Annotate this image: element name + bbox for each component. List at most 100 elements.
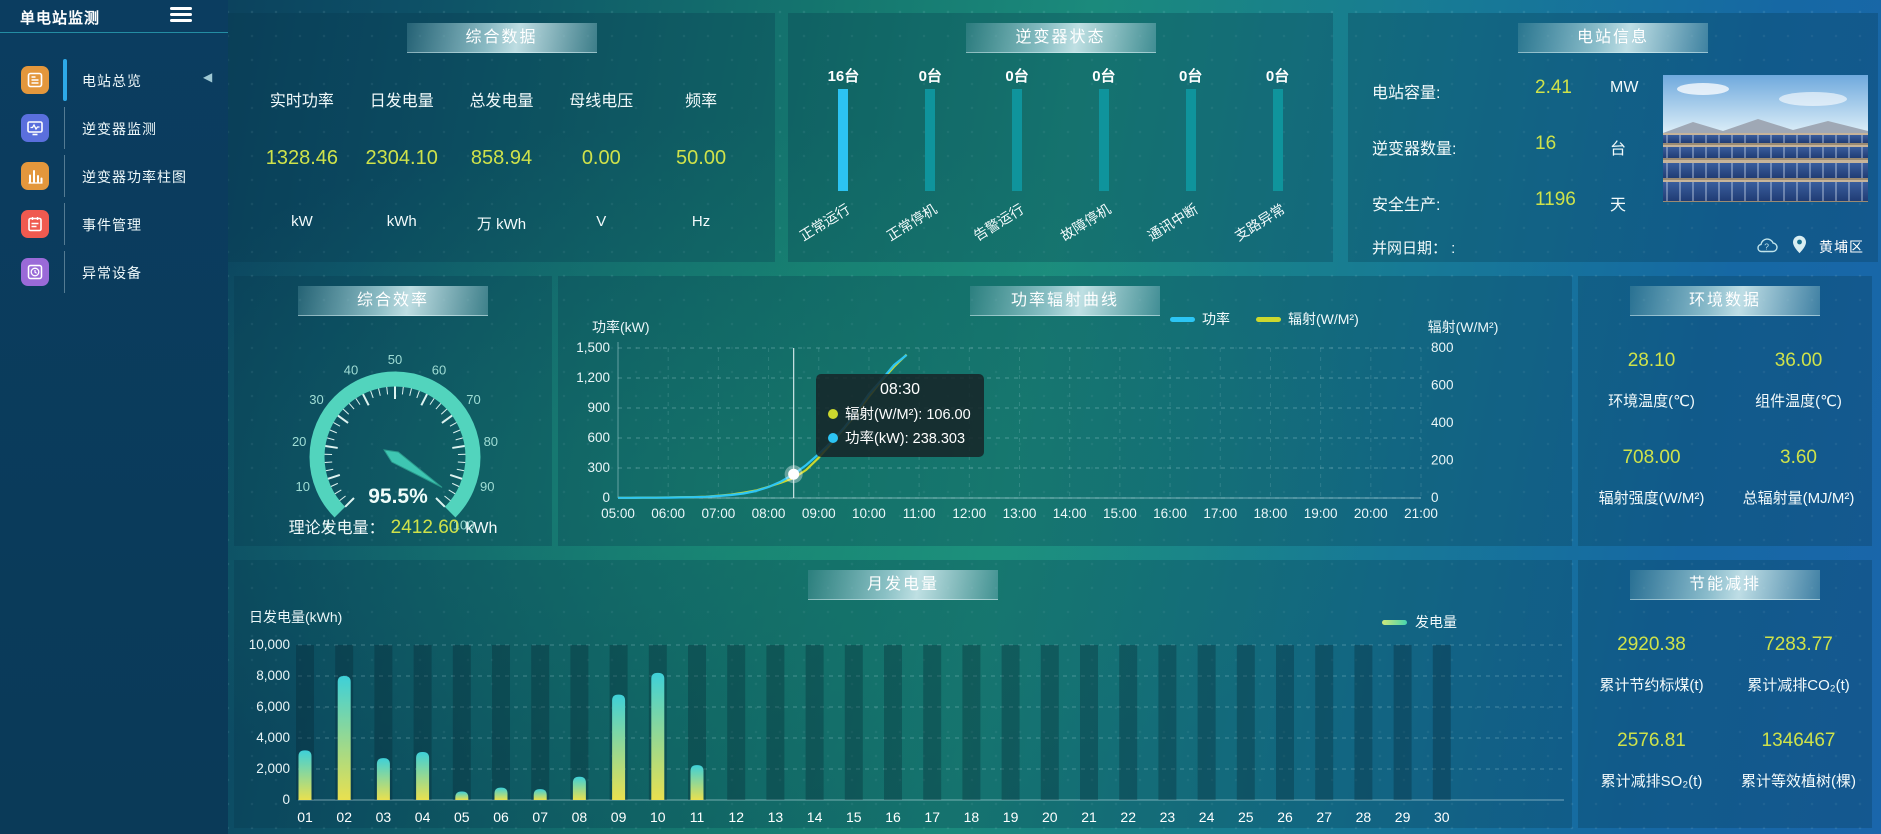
svg-text:19: 19 bbox=[1003, 809, 1019, 825]
svg-text:?: ? bbox=[1764, 241, 1769, 251]
environment-metrics: 28.10 环境温度(℃) 36.00 组件温度(℃) 708.00 辐射强度(W/M²)… bbox=[1578, 332, 1872, 526]
metric-value: 2304.10 bbox=[365, 147, 438, 169]
svg-text:0: 0 bbox=[282, 792, 290, 807]
svg-text:0: 0 bbox=[1431, 490, 1439, 505]
inverter-status-bar bbox=[1012, 89, 1023, 191]
savings-metric: 2576.81 累计减排SO₂(t) bbox=[1578, 730, 1725, 791]
svg-text:900: 900 bbox=[587, 400, 610, 415]
metric-value: 2920.38 bbox=[1617, 633, 1686, 655]
svg-text:08: 08 bbox=[572, 809, 588, 825]
svg-text:15:00: 15:00 bbox=[1103, 506, 1137, 521]
svg-text:16: 16 bbox=[885, 809, 901, 825]
inverter-status-chart: 16台 正常运行 0台 正常停机 0台 告警运行 0台 故障停机 0台 通讯中断 0台 支路异常 bbox=[797, 53, 1321, 262]
theory-generation: 理论发电量： 2412.60 kWh bbox=[234, 514, 552, 539]
panel-environment-data: 环境数据 28.10 环境温度(℃) 36.00 组件温度(℃) 708.00 辐射强度(… bbox=[1578, 276, 1872, 546]
sidebar-item-inverter-power-bars[interactable]: 逆变器功率柱图 bbox=[0, 152, 228, 200]
panel-title-environment: 环境数据 bbox=[1630, 286, 1820, 316]
summary-metric: 实时功率 1328.46 kW bbox=[252, 71, 352, 252]
station-row-value: 16 bbox=[1535, 133, 1557, 154]
svg-text:600: 600 bbox=[1431, 378, 1454, 393]
svg-text:30: 30 bbox=[1434, 809, 1450, 825]
station-row-label: 逆变器数量: bbox=[1372, 141, 1457, 158]
inverter-status-label: 通讯中断 bbox=[1144, 200, 1201, 244]
environment-metric: 36.00 组件温度(℃) bbox=[1725, 350, 1872, 411]
svg-text:27: 27 bbox=[1316, 809, 1332, 825]
environment-metric: 3.60 总辐射量(MJ/M²) bbox=[1725, 447, 1872, 508]
svg-text:07:00: 07:00 bbox=[701, 506, 735, 521]
sidebar-item-inverter-monitor[interactable]: 逆变器监测 bbox=[0, 104, 228, 152]
svg-text:21:00: 21:00 bbox=[1404, 506, 1438, 521]
svg-text:20: 20 bbox=[292, 434, 306, 449]
svg-text:0: 0 bbox=[323, 518, 330, 533]
station-info-row: 电站容量: 2.41 MW bbox=[1372, 65, 1662, 121]
inverter-power-bars-icon bbox=[21, 162, 49, 190]
inverter-count: 0台 bbox=[1179, 68, 1203, 85]
hamburger-menu-icon[interactable] bbox=[170, 7, 192, 24]
svg-text:300: 300 bbox=[587, 460, 610, 475]
metric-label: 环境温度(℃) bbox=[1608, 393, 1695, 410]
metric-label: 辐射强度(W/M²) bbox=[1598, 490, 1705, 507]
inverter-status-label: 故障停机 bbox=[1057, 200, 1114, 244]
sidebar-item-label: 逆变器监测 bbox=[82, 121, 157, 137]
metric-value: 36.00 bbox=[1774, 350, 1823, 371]
metric-value: 28.10 bbox=[1627, 350, 1676, 371]
svg-text:28: 28 bbox=[1356, 809, 1372, 825]
station-row-unit: 天 bbox=[1610, 197, 1627, 214]
panel-title-inverter-status: 逆变器状态 bbox=[965, 23, 1156, 53]
sidebar-item-overview[interactable]: 电站总览 bbox=[0, 56, 228, 104]
location-pin-icon[interactable] bbox=[1792, 235, 1807, 259]
panel-summary-data: 综合数据 实时功率 1328.46 kW 日发电量 2304.10 kWh 总发电量 858.… bbox=[228, 13, 775, 262]
svg-text:01: 01 bbox=[297, 809, 313, 825]
monthly-legend[interactable]: 发电量 bbox=[1382, 612, 1457, 632]
chart-tooltip: 08:30 辐射(W/M²): 106.00 功率(kW): 238.303 bbox=[816, 374, 984, 457]
svg-text:1,200: 1,200 bbox=[576, 370, 610, 385]
metric-unit: kWh bbox=[386, 213, 417, 230]
summary-metric: 日发电量 2304.10 kWh bbox=[352, 71, 452, 252]
panel-inverter-status: 逆变器状态 16台 正常运行 0台 正常停机 0台 告警运行 0台 故障停机 0台 通讯中断 0台支… bbox=[788, 13, 1333, 262]
sidebar-collapse-arrow[interactable]: ◀ bbox=[203, 70, 213, 84]
svg-text:25: 25 bbox=[1238, 809, 1254, 825]
svg-text:05: 05 bbox=[454, 809, 470, 825]
inverter-status-item: 0台支路异常 bbox=[1231, 53, 1321, 262]
savings-metric: 1346467 累计等效植树(棵) bbox=[1725, 730, 1872, 791]
metric-value: 1328.46 bbox=[265, 147, 339, 169]
legend-label: 辐射(W/M²) bbox=[1288, 311, 1359, 327]
svg-text:40: 40 bbox=[344, 363, 358, 378]
inverter-count: 0台 bbox=[1005, 68, 1029, 85]
panel-title-savings: 节能减排 bbox=[1630, 570, 1820, 600]
svg-text:29: 29 bbox=[1395, 809, 1411, 825]
legend-item-radiation[interactable]: 辐射(W/M²) bbox=[1256, 309, 1359, 329]
svg-text:09: 09 bbox=[611, 809, 627, 825]
sidebar-menu: 电站总览逆变器监测逆变器功率柱图 事件管理 异常设备 bbox=[0, 56, 228, 296]
environment-metric: 28.10 环境温度(℃) bbox=[1578, 350, 1725, 411]
svg-text:19:00: 19:00 bbox=[1304, 506, 1338, 521]
metric-unit: V bbox=[596, 213, 607, 230]
metric-label: 总辐射量(MJ/M²) bbox=[1742, 490, 1855, 507]
tooltip-series-dot bbox=[828, 432, 838, 443]
legend-label: 发电量 bbox=[1415, 614, 1457, 630]
sidebar-item-event-management[interactable]: 事件管理 bbox=[0, 200, 228, 248]
metric-label: 累计减排CO₂(t) bbox=[1747, 676, 1850, 694]
weather-cloud-icon[interactable]: ? bbox=[1754, 236, 1780, 259]
savings-metric: 7283.77 累计减排CO₂(t) bbox=[1725, 634, 1872, 695]
theory-generation-label: 理论发电量： bbox=[288, 520, 385, 537]
inverter-status-bar bbox=[925, 89, 936, 191]
svg-text:200: 200 bbox=[1431, 453, 1454, 468]
summary-metric: 总发电量 858.94 万 kWh bbox=[452, 71, 552, 252]
sidebar-item-abnormal-device[interactable]: 异常设备 bbox=[0, 248, 228, 296]
svg-text:10: 10 bbox=[650, 809, 666, 825]
inverter-status-label: 支路异常 bbox=[1231, 200, 1288, 244]
svg-text:600: 600 bbox=[587, 430, 610, 445]
inverter-count: 16台 bbox=[827, 68, 860, 85]
sidebar-header: 单电站监测 bbox=[0, 0, 228, 33]
svg-text:18:00: 18:00 bbox=[1254, 506, 1288, 521]
active-indicator bbox=[64, 155, 65, 197]
svg-text:6,000: 6,000 bbox=[256, 699, 290, 714]
svg-text:08:00: 08:00 bbox=[752, 506, 786, 521]
legend-item-power[interactable]: 功率 bbox=[1170, 309, 1230, 329]
inverter-count: 0台 bbox=[1265, 68, 1290, 85]
svg-text:10: 10 bbox=[296, 479, 310, 494]
tooltip-series-value: 辐射(W/M²): 106.00 bbox=[845, 407, 971, 423]
